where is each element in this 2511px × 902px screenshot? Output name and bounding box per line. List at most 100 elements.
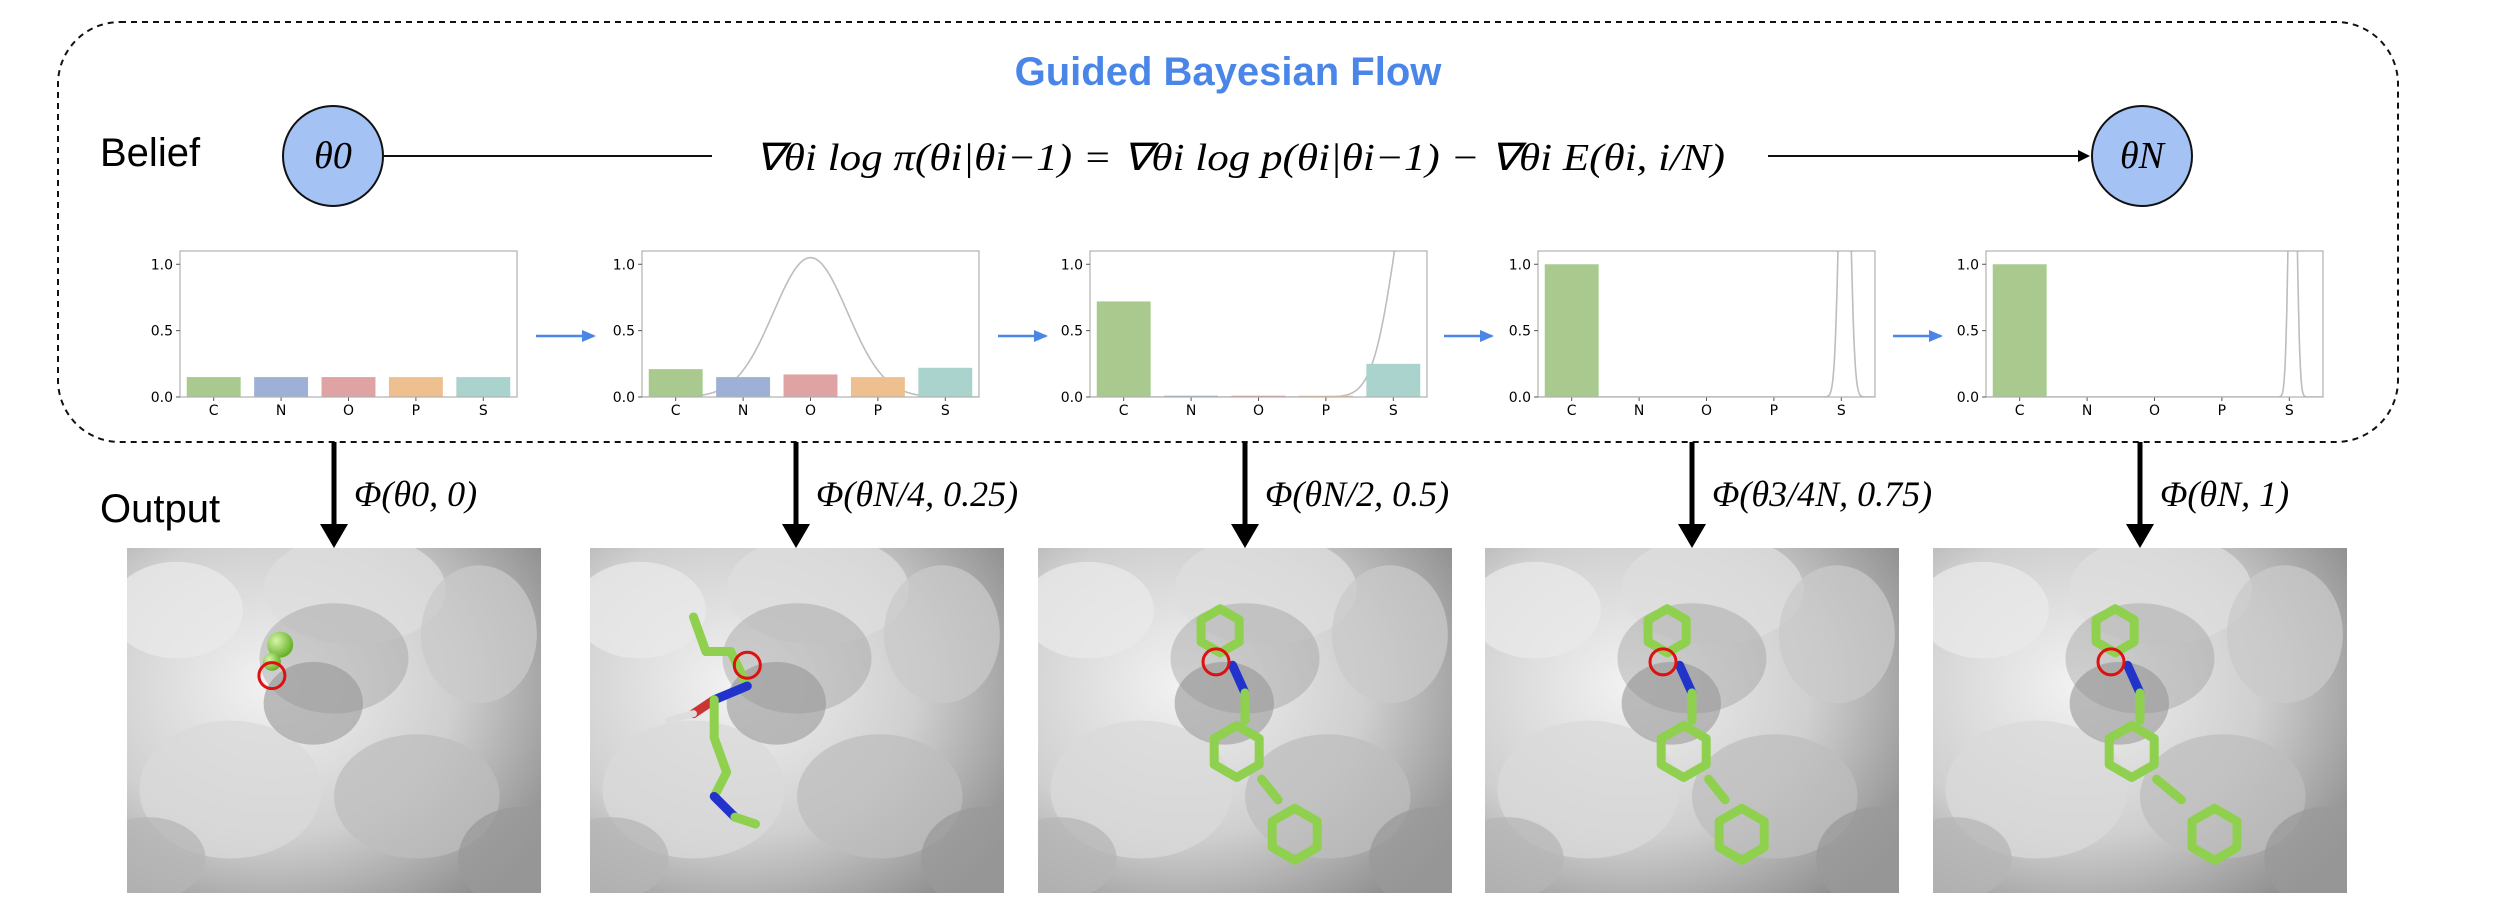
bar-S (456, 377, 511, 397)
anchor-marker (257, 661, 287, 691)
y-tick-label: 0.5 (1509, 324, 1531, 340)
y-tick-label: 0.0 (151, 390, 173, 406)
bond (709, 767, 732, 801)
output-1: Φ(θ0, 0) (127, 442, 541, 893)
output-label: Φ(θ0, 0) (354, 474, 477, 514)
y-tick-label: 0.5 (1957, 324, 1979, 340)
x-tick-label: S (941, 403, 950, 419)
belief-chart-3: C N O P S 0.0 0.5 1.0 (1061, 250, 1428, 419)
belief-chart-4: C N O P S 0.0 0.5 1.0 (1509, 250, 1876, 419)
aromatic-ring (2091, 604, 2139, 658)
output-arrowhead (2126, 524, 2154, 548)
y-tick-label: 0.5 (1061, 324, 1083, 340)
bond (709, 681, 752, 705)
anchor-marker (732, 650, 762, 680)
x-tick-label: P (2218, 403, 2226, 419)
x-tick-label: C (209, 403, 219, 419)
aromatic-ring (2104, 721, 2159, 782)
y-tick-label: 1.0 (1061, 257, 1083, 273)
chart-frame (179, 250, 518, 398)
y-tick-label: 0.0 (1957, 390, 1979, 406)
bond (709, 733, 732, 777)
x-tick-label: C (2015, 403, 2025, 419)
aromatic-ring (1196, 604, 1244, 658)
output-label: Output (100, 487, 220, 531)
output-label: Φ(θN, 1) (2160, 474, 2289, 514)
bar-P (1298, 395, 1353, 397)
bar-N (716, 377, 771, 397)
theta-n-label: θN (2120, 135, 2167, 177)
y-tick-label: 1.0 (613, 257, 635, 273)
y-tick-label: 1.0 (1509, 257, 1531, 273)
x-tick-label: O (343, 403, 354, 419)
belief-charts: C N O P S 0.0 0.5 1.0 C N O P S 0.0 0.5 1.0 C N O P S 0.0 0.5 1… (151, 250, 2324, 419)
atom (267, 631, 294, 658)
bond (1228, 660, 1250, 698)
bond (709, 791, 740, 822)
y-tick-label: 0.0 (1061, 390, 1083, 406)
bond (689, 612, 711, 656)
bar-N (1164, 395, 1219, 397)
bond (1257, 774, 1283, 805)
aromatic-ring (1209, 721, 1264, 782)
aromatic-ring (2187, 803, 2242, 865)
x-tick-label: C (671, 403, 681, 419)
anchor-marker (1648, 647, 1678, 677)
x-tick-label: C (1567, 403, 1577, 419)
x-tick-label: O (805, 403, 816, 419)
y-tick-label: 0.5 (151, 324, 173, 340)
x-tick-label: O (1701, 403, 1712, 419)
bar-O (321, 377, 376, 397)
x-tick-label: N (2082, 403, 2092, 419)
bar-C (1096, 301, 1151, 397)
theta-0-node: θ0 (282, 105, 384, 207)
diagram-title: Guided Bayesian Flow (1015, 50, 1443, 94)
x-tick-label: O (1253, 403, 1264, 419)
anchor-marker (2096, 647, 2126, 677)
x-tick-label: C (1119, 403, 1129, 419)
y-tick-label: 0.5 (613, 324, 635, 340)
output-3: Φ(θN/2, 0.5) (1038, 442, 1452, 893)
x-tick-label: S (1389, 403, 1398, 419)
bond (726, 647, 752, 691)
bond (665, 710, 697, 724)
theta-0-label: θ0 (314, 135, 352, 177)
bar-S (1366, 363, 1421, 397)
bar-S (918, 367, 973, 397)
x-tick-label: P (1322, 403, 1330, 419)
protein-surface (127, 548, 541, 893)
y-tick-label: 0.0 (613, 390, 635, 406)
x-tick-label: N (276, 403, 286, 419)
x-tick-label: P (1770, 403, 1778, 419)
x-tick-label: S (2285, 403, 2294, 419)
ligand (2091, 604, 2242, 865)
belief-chart-1: C N O P S 0.0 0.5 1.0 (151, 250, 518, 419)
bond (1675, 660, 1697, 698)
bond (730, 812, 761, 829)
chart-frame (641, 250, 980, 398)
x-tick-label: S (1837, 403, 1846, 419)
output-label: Φ(θ3/4N, 0.75) (1712, 474, 1932, 514)
bond (2152, 774, 2186, 805)
output-2: Φ(θN/4, 0.25) (590, 442, 1018, 893)
x-tick-label: P (874, 403, 882, 419)
aromatic-ring (1267, 803, 1322, 865)
x-tick-label: N (1186, 403, 1196, 419)
protein-surface (1933, 548, 2347, 893)
anchor-marker (1201, 647, 1231, 677)
output-arrowhead (782, 524, 810, 548)
bar-C (186, 377, 241, 397)
protein-surface (590, 548, 1004, 893)
bond (1704, 774, 1730, 805)
belief-chart-2: C N O P S 0.0 0.5 1.0 (613, 250, 980, 419)
aromatic-ring (1656, 721, 1711, 782)
bar-C (1544, 264, 1599, 397)
bar-C (1992, 264, 2047, 397)
ligand (257, 631, 294, 691)
belief-chart-5: C N O P S 0.0 0.5 1.0 (1957, 250, 2324, 419)
output-5: Φ(θN, 1) (1933, 442, 2347, 893)
y-tick-label: 0.0 (1509, 390, 1531, 406)
x-tick-label: N (1634, 403, 1644, 419)
chart-frame (1089, 250, 1428, 398)
